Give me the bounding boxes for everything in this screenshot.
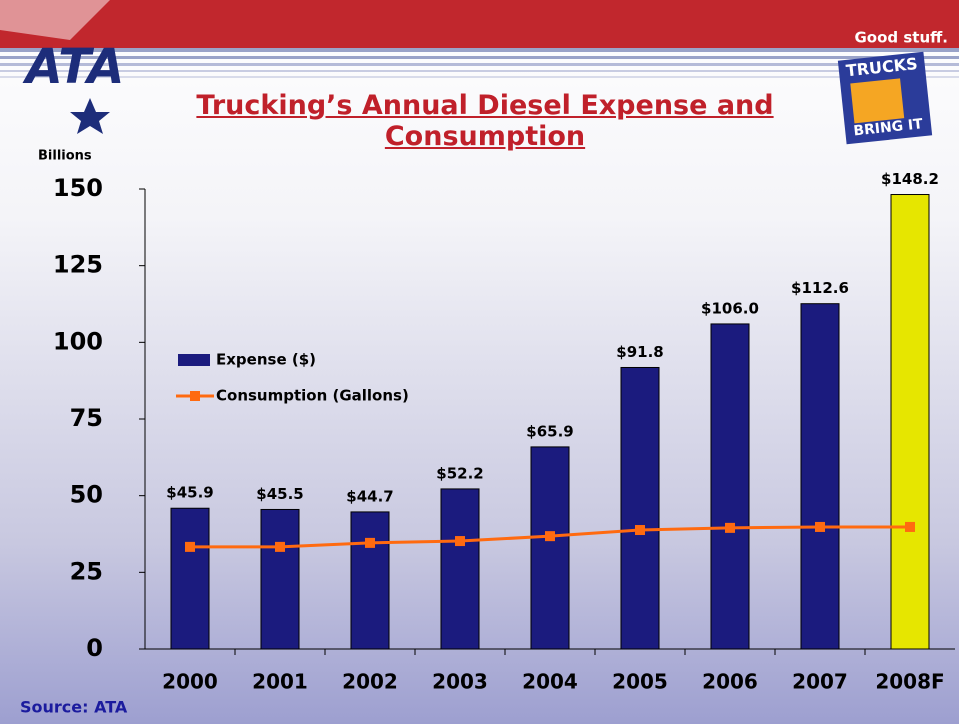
y-tick-label: 25 <box>70 557 103 585</box>
line-marker <box>275 541 285 552</box>
value-label: $106.0 <box>701 299 759 317</box>
x-tick-label: 2000 <box>162 670 218 694</box>
x-tick-label: 2005 <box>612 670 668 694</box>
header-band <box>0 0 959 48</box>
bar <box>620 366 660 650</box>
value-label: $44.7 <box>346 487 393 505</box>
chart-title: Trucking’s Annual Diesel Expense and Con… <box>196 90 774 152</box>
value-label: $45.9 <box>166 484 213 502</box>
value-label: $65.9 <box>526 422 573 440</box>
bar <box>260 508 300 650</box>
line-marker <box>725 522 735 533</box>
bar <box>170 507 210 650</box>
logo-star <box>70 98 110 134</box>
legend-swatch <box>178 354 210 366</box>
source: Source: ATA <box>20 698 128 717</box>
bar <box>800 303 840 650</box>
x-tick-label: 2001 <box>252 670 308 694</box>
bar <box>530 446 570 650</box>
value-label: $91.8 <box>616 343 663 361</box>
logo: ATA <box>22 39 125 95</box>
bar <box>440 488 480 650</box>
tagline: Good stuff. <box>854 29 948 47</box>
badge: TRUCKS BRING IT <box>837 51 933 145</box>
line-marker <box>365 537 375 548</box>
x-tick-label: 2006 <box>702 670 758 694</box>
line-marker <box>905 521 915 532</box>
y-tick-label: 100 <box>53 327 103 355</box>
y-tick-label: 0 <box>86 634 103 662</box>
badge-bottom: BRING IT <box>853 116 924 139</box>
y-tick-label: 125 <box>53 251 103 279</box>
bar <box>710 323 750 650</box>
value-label: $45.5 <box>256 485 303 503</box>
y-tick-label: 50 <box>70 481 103 509</box>
legend-label: Expense ($) <box>216 351 316 369</box>
x-tick-label: 2002 <box>342 670 398 694</box>
line-marker <box>545 531 555 542</box>
y-tick-label: 75 <box>70 404 103 432</box>
value-label: $112.6 <box>791 279 849 297</box>
value-label: $52.2 <box>436 464 483 482</box>
bar <box>350 511 390 650</box>
line-marker <box>635 525 645 536</box>
y-axis-label: Billions <box>38 149 92 164</box>
line-marker <box>815 521 825 532</box>
header-stripes <box>0 48 959 78</box>
value-label: $148.2 <box>881 170 939 188</box>
legend-swatch <box>190 391 200 401</box>
x-tick-label: 2003 <box>432 670 488 694</box>
line-marker <box>185 541 195 552</box>
x-tick-label: 2004 <box>522 670 578 694</box>
line-marker <box>455 536 465 547</box>
y-tick-label: 150 <box>53 174 103 202</box>
bar <box>890 194 930 650</box>
x-tick-label: 2008F <box>875 670 944 694</box>
legend-label: Consumption (Gallons) <box>216 387 409 405</box>
x-tick-label: 2007 <box>792 670 848 694</box>
flag-swoosh <box>0 0 110 40</box>
